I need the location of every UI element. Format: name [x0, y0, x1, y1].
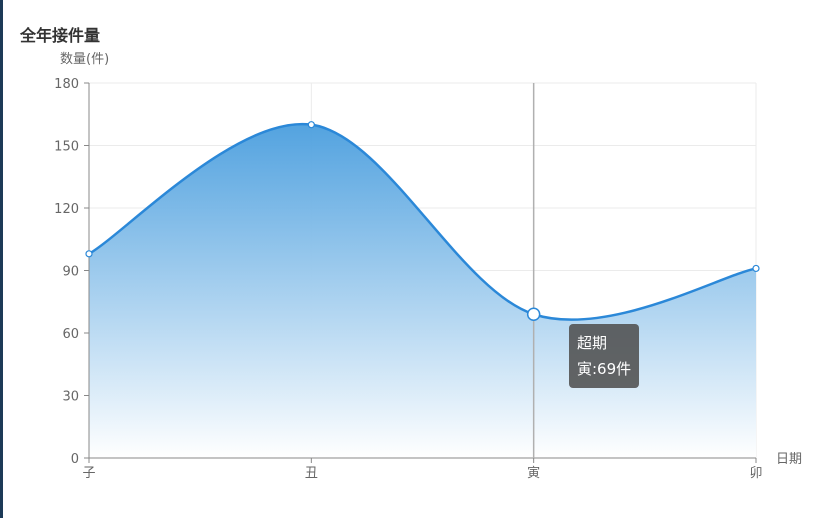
data-point[interactable]: [307, 121, 315, 129]
y-tick-label: 60: [62, 327, 79, 342]
y-tick-label: 0: [71, 452, 79, 467]
y-tick-label: 180: [54, 77, 79, 92]
tooltip-value: 寅:69件: [577, 360, 632, 378]
y-tick-label: 90: [62, 265, 79, 280]
x-tick-label: 寅: [527, 465, 540, 481]
x-tick-label: 卯: [749, 466, 762, 481]
x-tick-label: 子: [82, 466, 95, 481]
chart-title: 全年接件量: [20, 26, 101, 45]
y-tick-label: 120: [54, 202, 79, 217]
data-points[interactable]: [85, 121, 760, 321]
axes: 0 30 60 90 120 150 180 子 丑 寅 卯: [54, 77, 762, 481]
series-line: [88, 122, 757, 321]
data-point[interactable]: [752, 264, 760, 273]
data-point[interactable]: [526, 307, 541, 321]
area-series: [88, 122, 757, 458]
tooltip-title: 超期: [577, 334, 608, 352]
x-tick-label: 丑: [305, 466, 318, 481]
y-axis-label: 数量(件): [60, 52, 109, 67]
y-tick-label: 150: [54, 140, 79, 155]
x-axis-label: 日期: [776, 452, 802, 467]
y-tick-label: 30: [62, 390, 79, 405]
data-point[interactable]: [85, 250, 93, 258]
tooltip: 超期 寅:69件: [569, 324, 640, 388]
window-edge: [0, 0, 3, 518]
